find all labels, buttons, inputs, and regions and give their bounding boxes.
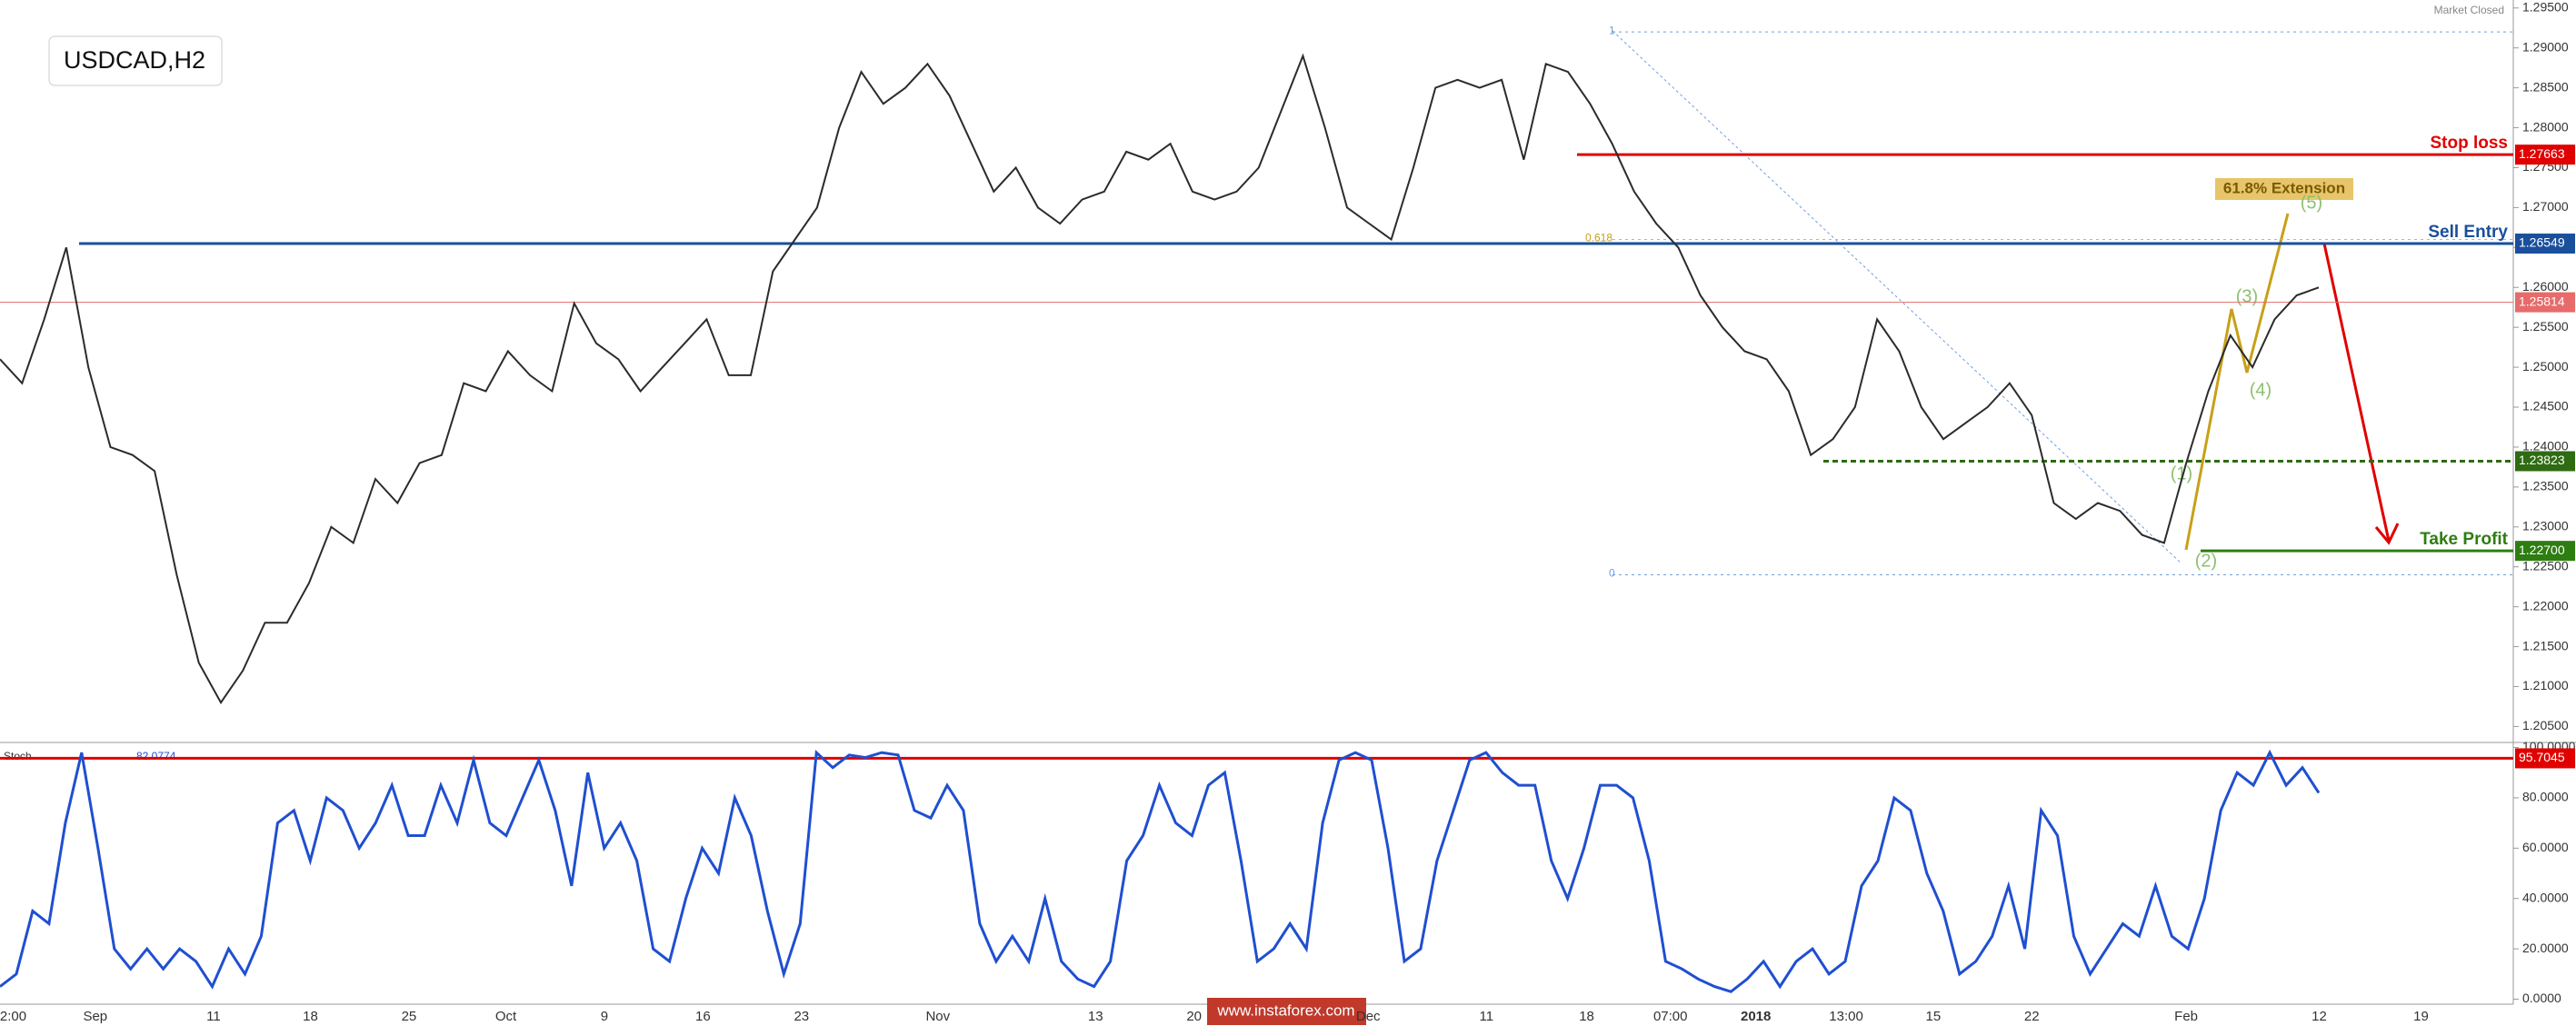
x-tick-label: 19: [2413, 1009, 2429, 1024]
x-tick-label: 2:00: [0, 1009, 26, 1024]
price-tag-label: 1.25814: [2519, 294, 2565, 308]
y-tick-label: 1.22000: [2522, 598, 2569, 613]
y-tick-label: 80.0000: [2522, 790, 2569, 804]
y-tick-label: 1.22500: [2522, 558, 2569, 573]
y-tick-label: 1.27000: [2522, 199, 2569, 214]
target-arrow-head: [2374, 523, 2400, 545]
y-tick-label: 1.29500: [2522, 0, 2569, 14]
price-tag: [2515, 144, 2575, 165]
y-tick-label: 1.21000: [2522, 678, 2569, 692]
x-tick-label: 11: [206, 1009, 221, 1024]
x-tick-label: Dec: [1356, 1009, 1381, 1024]
price-tag-label: 95.7045: [2519, 750, 2565, 764]
level-label: Stop loss: [2430, 134, 2508, 153]
watermark-box: [1207, 998, 1366, 1025]
watermark: www.instaforex.com: [1216, 1001, 1354, 1019]
symbol-box: [48, 35, 223, 86]
x-tick-label: Oct: [495, 1009, 517, 1024]
y-tick-label: 1.28500: [2522, 79, 2569, 94]
price-tag: [2515, 234, 2575, 254]
symbol-label: USDCAD,H2: [64, 46, 205, 74]
price-tag: [2515, 541, 2575, 562]
x-tick-label: 2018: [1741, 1009, 1771, 1024]
y-tick-label: 1.23000: [2522, 519, 2569, 533]
extension-label: 61.8% Extension: [2223, 179, 2345, 196]
price-tag-label: 1.26549: [2519, 235, 2565, 250]
y-tick-label: 0.0000: [2522, 991, 2561, 1005]
extension-box: [2215, 178, 2353, 200]
y-tick-label: 1.28000: [2522, 119, 2569, 134]
x-tick-label: 23: [794, 1009, 809, 1024]
wave-label: (2): [2195, 551, 2217, 571]
price-tag: [2515, 292, 2575, 313]
x-tick-label: 9: [601, 1009, 608, 1024]
x-tick-label: 07:00: [1653, 1009, 1688, 1024]
x-tick-label: 11: [1480, 1009, 1494, 1024]
x-tick-label: 18: [303, 1009, 318, 1024]
y-tick-label: 1.20500: [2522, 718, 2569, 732]
x-tick-label: 12: [2311, 1009, 2327, 1024]
price-tag-label: 1.23823: [2519, 453, 2565, 467]
y-tick-label: 1.26000: [2522, 279, 2569, 294]
price-tag: [2515, 451, 2575, 472]
y-tick-label: 1.29000: [2522, 39, 2569, 54]
x-tick-label: Nov: [925, 1009, 950, 1024]
wave-label: (4): [2250, 380, 2271, 400]
stoch-value: 82.0774: [136, 750, 176, 762]
market-status: Market Closed: [2434, 4, 2504, 16]
price-line: [0, 749, 2321, 993]
stoch-label: Stoch: [4, 750, 32, 762]
y-tick-label: 40.0000: [2522, 890, 2569, 904]
y-tick-label: 20.0000: [2522, 941, 2569, 955]
wave-label: (3): [2236, 286, 2258, 306]
price-line: [0, 53, 2320, 704]
x-tick-label: Sep: [83, 1009, 107, 1024]
y-tick-label: 1.25500: [2522, 319, 2569, 334]
y-tick-label: 1.25000: [2522, 359, 2569, 374]
level-label: Sell Entry: [2428, 223, 2508, 242]
level-label: Take Profit: [2420, 530, 2508, 549]
y-tick-label: 60.0000: [2522, 840, 2569, 854]
y-tick-label: 1.24500: [2522, 399, 2569, 413]
wave-arrow: [2184, 213, 2290, 551]
price-tag-label: 1.27663: [2519, 146, 2565, 161]
x-tick-label: 22: [2024, 1009, 2040, 1024]
wave-label: (1): [2171, 463, 2192, 483]
x-tick-label: Feb: [2174, 1009, 2198, 1024]
x-tick-label: 15: [1925, 1009, 1941, 1024]
fib-label: 1: [1609, 24, 1615, 36]
fib-label: 0.618: [1585, 232, 1612, 244]
wave-label: (5): [2301, 193, 2322, 213]
x-tick-label: 20: [1186, 1009, 1202, 1024]
y-tick-label: 1.23500: [2522, 479, 2569, 493]
target-arrow: [2322, 243, 2391, 542]
x-tick-label: 13: [1088, 1009, 1103, 1024]
y-tick-label: 1.21500: [2522, 638, 2569, 652]
price-tag: [2515, 748, 2575, 769]
x-tick-label: 25: [402, 1009, 417, 1024]
y-tick-label: 1.24000: [2522, 439, 2569, 453]
price-tag-label: 1.22700: [2519, 543, 2565, 557]
x-tick-label: 13:00: [1829, 1009, 1863, 1024]
x-tick-label: 16: [695, 1009, 711, 1024]
fib-diagonal: [1612, 30, 2182, 564]
x-tick-label: 18: [1579, 1009, 1594, 1024]
fib-label: 0: [1609, 567, 1615, 580]
